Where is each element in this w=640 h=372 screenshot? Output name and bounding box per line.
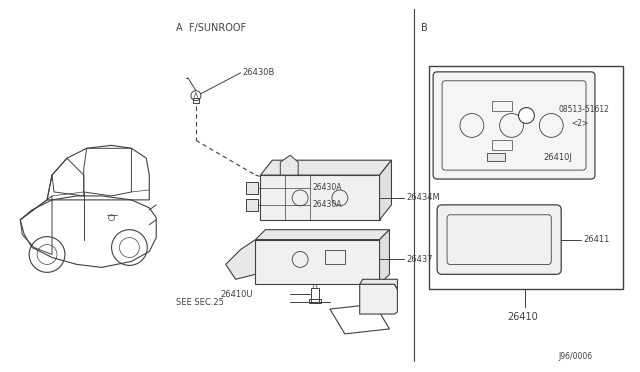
Bar [246, 182, 259, 194]
Bar [311, 288, 319, 302]
Polygon shape [226, 240, 255, 279]
Bar [309, 299, 321, 303]
Text: 08513-51612: 08513-51612 [558, 105, 609, 114]
Polygon shape [380, 230, 390, 284]
Polygon shape [360, 284, 397, 314]
Bar [492, 140, 511, 150]
Ellipse shape [255, 199, 262, 211]
FancyBboxPatch shape [433, 72, 595, 179]
Text: 26437: 26437 [406, 255, 433, 264]
Bar [487, 153, 504, 161]
Text: 26411: 26411 [583, 235, 609, 244]
Polygon shape [255, 230, 390, 240]
Bar [246, 199, 259, 211]
Polygon shape [280, 155, 298, 175]
Text: 26430A: 26430A [312, 183, 342, 192]
Ellipse shape [255, 182, 262, 194]
Bar [193, 98, 199, 103]
Text: 26410U: 26410U [221, 290, 253, 299]
Text: B: B [421, 23, 428, 33]
Text: 26410: 26410 [508, 312, 538, 322]
Text: SEE SEC.25: SEE SEC.25 [176, 298, 224, 307]
FancyBboxPatch shape [437, 205, 561, 274]
Bar [325, 250, 345, 264]
Polygon shape [260, 160, 392, 175]
Polygon shape [360, 279, 397, 289]
Text: J96/0006: J96/0006 [558, 352, 593, 361]
Polygon shape [260, 175, 380, 220]
Text: <2>: <2> [571, 119, 588, 128]
Polygon shape [380, 160, 392, 220]
Text: 26434M: 26434M [406, 193, 440, 202]
Text: 26430B: 26430B [243, 68, 275, 77]
Polygon shape [255, 240, 380, 284]
Bar [429, 66, 623, 289]
Text: 26430A: 26430A [312, 201, 342, 209]
Text: S: S [522, 111, 527, 120]
Bar [492, 101, 511, 110]
Ellipse shape [518, 108, 534, 124]
Text: A  F/SUNROOF: A F/SUNROOF [176, 23, 246, 33]
Text: 26410J: 26410J [543, 153, 572, 162]
